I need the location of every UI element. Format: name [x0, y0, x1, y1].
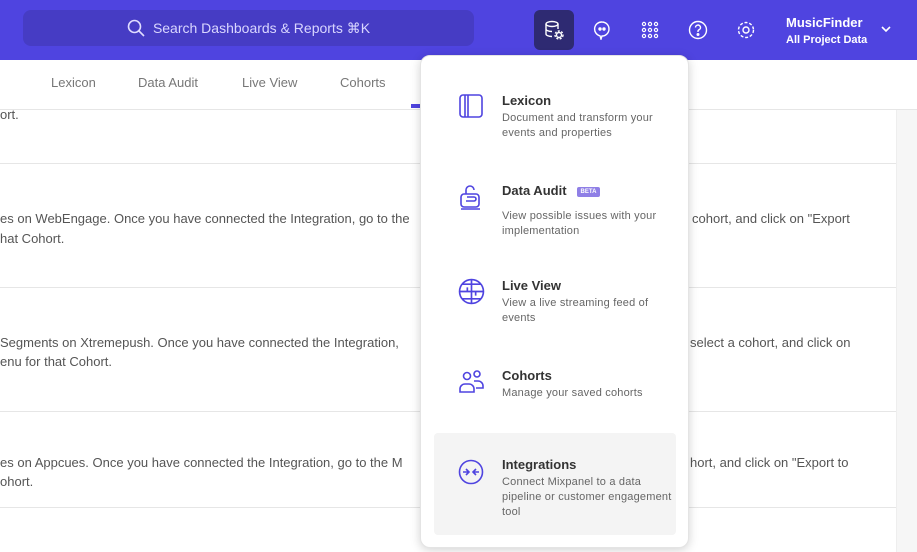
- apps-button[interactable]: [630, 10, 670, 50]
- menu-item-integrations[interactable]: Integrations Connect Mixpanel to a data …: [434, 433, 676, 535]
- help-icon: [688, 20, 708, 40]
- scrollbar[interactable]: [896, 110, 917, 552]
- row-text: enu for that Cohort.: [0, 354, 113, 369]
- menu-item-cohorts[interactable]: Cohorts Manage your saved cohorts: [434, 368, 676, 418]
- globe-icon: [458, 278, 485, 305]
- apps-grid-icon: [641, 21, 659, 39]
- data-management-button[interactable]: [534, 10, 574, 50]
- tab-live-view[interactable]: Live View: [242, 75, 298, 90]
- search-icon: [127, 19, 145, 37]
- help-button[interactable]: [678, 10, 718, 50]
- row-text: select a cohort, and click on: [690, 335, 851, 350]
- row-text: es on WebEngage. Once you have connected…: [0, 211, 410, 226]
- project-name: MusicFinder: [786, 15, 863, 30]
- chat-icon: [593, 21, 610, 40]
- tab-data-audit[interactable]: Data Audit: [138, 75, 198, 90]
- settings-button[interactable]: [726, 10, 766, 50]
- active-tab-indicator: [411, 104, 423, 108]
- project-scope: All Project Data: [786, 34, 868, 46]
- menu-item-lexicon[interactable]: Lexicon Document and transform your even…: [434, 93, 676, 153]
- users-icon: [459, 370, 484, 393]
- data-management-menu: Lexicon Document and transform your even…: [420, 55, 689, 548]
- row-text: hat Cohort.: [0, 231, 65, 246]
- project-selector[interactable]: MusicFinder All Project Data: [786, 15, 867, 46]
- row-text: hort, and click on "Export to: [690, 455, 849, 470]
- tab-lexicon[interactable]: Lexicon: [51, 75, 96, 90]
- row-text: ort.: [0, 107, 19, 122]
- row-text: cohort, and click on "Export: [692, 211, 850, 226]
- audit-lock-icon: [460, 185, 480, 210]
- settings-icon: [737, 21, 755, 39]
- search-placeholder: Search Dashboards & Reports ⌘K: [152, 19, 371, 36]
- search-input[interactable]: Search Dashboards & Reports ⌘K: [23, 10, 474, 46]
- tab-cohorts[interactable]: Cohorts: [340, 75, 386, 90]
- data-management-icon: [545, 20, 564, 40]
- menu-item-data-audit[interactable]: Data Audit BETA View possible issues with…: [434, 183, 676, 253]
- book-icon: [459, 94, 483, 118]
- menu-item-live-view[interactable]: Live View View a live streaming feed of …: [434, 278, 676, 338]
- row-text: ohort.: [0, 474, 34, 489]
- beta-badge: BETA: [576, 186, 601, 197]
- top-bar: Search Dashboards & Reports ⌘K MusicFind…: [0, 0, 917, 60]
- row-text: Segments on Xtremepush. Once you have co…: [0, 335, 399, 350]
- chat-button[interactable]: [582, 10, 622, 50]
- chevron-down-icon[interactable]: [880, 24, 892, 34]
- row-text: es on Appcues. Once you have connected t…: [0, 455, 403, 470]
- integrations-icon: [458, 459, 484, 485]
